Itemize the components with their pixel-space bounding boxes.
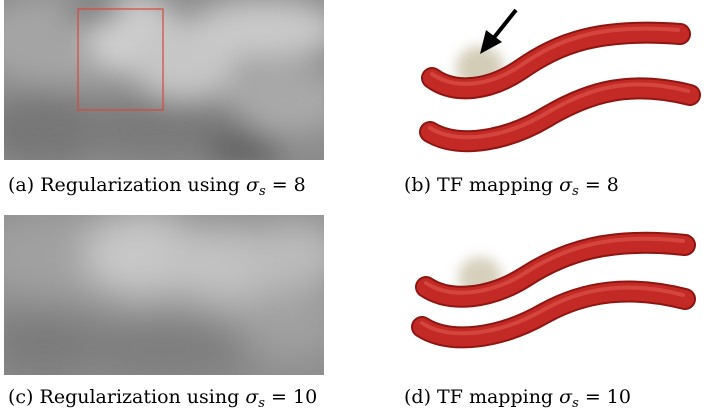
caption-a-relation: = 8 xyxy=(271,174,306,196)
caption-c-tag: (c) xyxy=(8,386,34,408)
caption-b-subscript: s xyxy=(572,184,579,199)
caption-b: (b) TF mapping σs = 8 xyxy=(404,174,619,199)
caption-c: (c) Regularization using σs = 10 xyxy=(8,386,318,411)
caption-d-tag: (d) xyxy=(404,386,431,408)
arrow-icon xyxy=(480,8,518,54)
panel-a-image xyxy=(4,0,324,160)
caption-c-symbol: σ xyxy=(245,386,259,408)
highlight-box xyxy=(77,8,164,111)
caption-a-subscript: s xyxy=(258,184,266,199)
caption-c-subscript: s xyxy=(258,396,265,411)
panel-b-rendering xyxy=(400,0,706,160)
panel-c-image xyxy=(4,215,324,375)
caption-d-symbol: σ xyxy=(559,386,573,408)
caption-d-relation: = 10 xyxy=(584,386,631,408)
caption-a-tag: (a) xyxy=(8,174,35,196)
caption-a-text: Regularization using xyxy=(40,174,240,196)
caption-b-text: TF mapping xyxy=(437,174,554,196)
caption-c-text: Regularization using xyxy=(39,386,240,408)
caption-a-symbol: σ xyxy=(246,174,259,196)
caption-a: (a) Regularization using σs = 8 xyxy=(8,174,306,199)
caption-d-text: TF mapping xyxy=(437,386,554,408)
caption-b-tag: (b) xyxy=(404,174,431,196)
caption-b-symbol: σ xyxy=(559,174,573,196)
panel-d-rendering xyxy=(400,215,706,375)
caption-b-relation: = 8 xyxy=(584,174,619,196)
caption-d-subscript: s xyxy=(572,396,579,411)
caption-c-relation: = 10 xyxy=(271,386,318,408)
caption-d: (d) TF mapping σs = 10 xyxy=(404,386,631,411)
